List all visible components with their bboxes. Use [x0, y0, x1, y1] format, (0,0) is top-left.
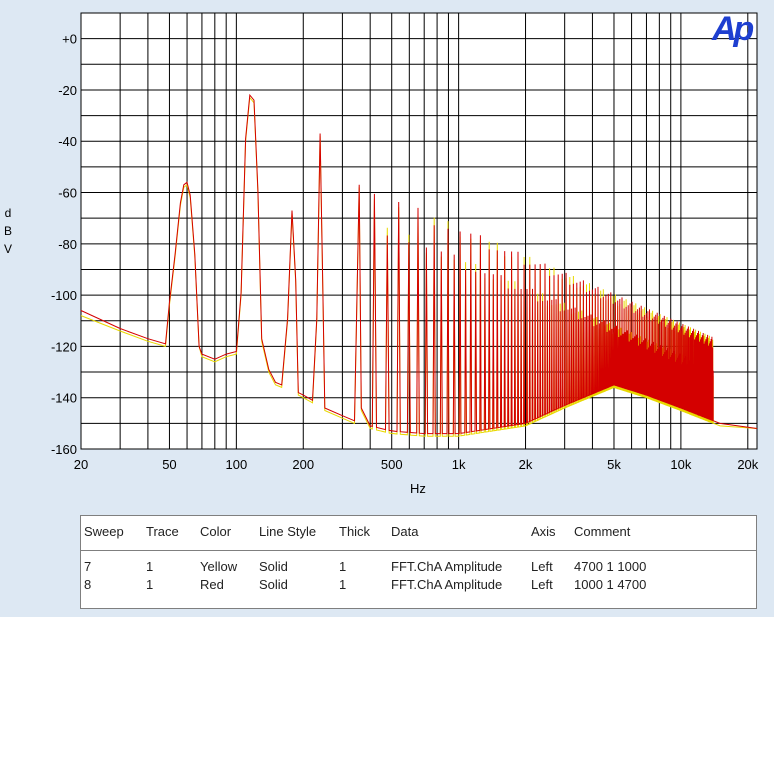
y-tick-label: -60 [58, 186, 77, 201]
x-tick-label: 20k [737, 457, 758, 472]
y-tick-label: -40 [58, 134, 77, 149]
x-tick-label: 20 [74, 457, 88, 472]
legend-header-cell: Color [200, 524, 232, 539]
y-tick-label: -120 [51, 339, 77, 354]
legend-row[interactable]: 8 1 Red Solid 1 FFT.ChA Amplitude Left 1000 1 4… [81, 577, 756, 595]
x-tick-label: 50 [162, 457, 176, 472]
x-tick-label: 100 [226, 457, 248, 472]
legend-header-cell: Thick [339, 524, 371, 539]
legend-cell: FFT.ChA Amplitude [391, 559, 503, 574]
legend-header-cell: Data [391, 524, 419, 539]
legend-row[interactable]: 7 1 Yellow Solid 1 FFT.ChA Amplitude Left 4700 … [81, 559, 756, 577]
x-tick-labels: 20 50 100 200 500 1k 2k 5k 10k 20k [74, 457, 759, 472]
x-tick-label: 500 [381, 457, 403, 472]
legend-header: Sweep Trace Color Line Style Thick Data Axis Co… [81, 516, 756, 551]
legend-cell: 1000 1 4700 [574, 577, 647, 592]
legend-cell: Solid [259, 577, 288, 592]
legend-header-cell: Axis [531, 524, 556, 539]
y-tick-label: -80 [58, 237, 77, 252]
legend-cell: 4700 1 1000 [574, 559, 647, 574]
y-axis-label-char: B [3, 224, 12, 238]
legend-cell: Red [200, 577, 224, 592]
trace-red [80, 93, 758, 435]
y-tick-label: -20 [58, 83, 77, 98]
legend-header-cell: Sweep [84, 524, 124, 539]
legend-header-cell: Trace [146, 524, 179, 539]
x-tick-label: 10k [670, 457, 691, 472]
legend-table: Sweep Trace Color Line Style Thick Data Axis Co… [80, 515, 757, 609]
legend-cell: Left [531, 577, 553, 592]
legend-cell: 1 [146, 577, 154, 592]
legend-cell: FFT.ChA Amplitude [391, 577, 503, 592]
x-tick-label: 5k [607, 457, 621, 472]
x-tick-label: 2k [519, 457, 533, 472]
x-tick-label: 1k [452, 457, 466, 472]
x-tick-label: 200 [292, 457, 314, 472]
legend-cell: Yellow [200, 559, 238, 574]
legend-cell: 8 [84, 577, 92, 592]
legend-cell: 1 [146, 559, 154, 574]
y-tick-label: -100 [51, 288, 77, 303]
legend-cell: Left [531, 559, 553, 574]
legend-header-cell: Line Style [259, 524, 317, 539]
traces [80, 93, 758, 437]
y-tick-label: +0 [62, 32, 77, 47]
legend-cell: 1 [339, 577, 347, 592]
x-axis-label: Hz [410, 481, 426, 496]
y-axis-label-char: V [3, 242, 12, 256]
ap-logo: Ap [712, 10, 754, 48]
legend-cell: Solid [259, 559, 288, 574]
legend-cell: 7 [84, 559, 92, 574]
y-tick-label: -160 [51, 442, 77, 457]
fft-chart: 20 50 100 200 500 1k 2k 5k 10k 20k +0 -20 -40 -60 -80… [51, 12, 759, 472]
y-tick-label: -140 [51, 391, 77, 406]
legend-header-cell: Comment [574, 524, 631, 539]
y-tick-labels: +0 -20 -40 -60 -80 -100 -120 -140 -160 [51, 32, 77, 457]
legend-cell: 1 [339, 559, 347, 574]
y-axis-label-char: d [4, 206, 12, 220]
